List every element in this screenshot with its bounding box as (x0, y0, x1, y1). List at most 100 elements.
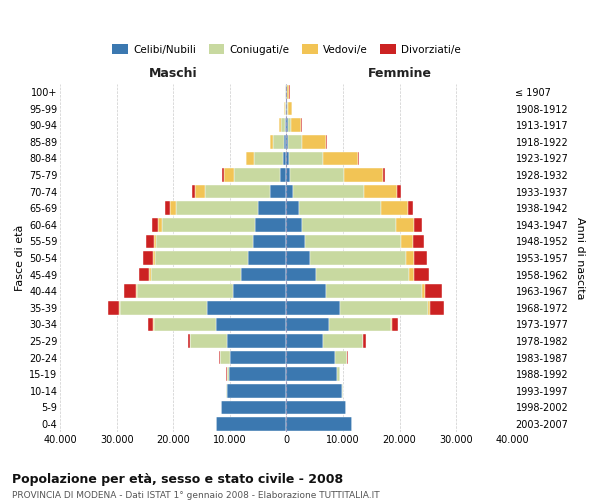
Text: Femmine: Femmine (368, 68, 431, 80)
Text: Maschi: Maschi (149, 68, 198, 80)
Bar (409, 268, 414, 281)
Bar (227, 368, 229, 381)
Bar (286, 251, 310, 265)
Bar (258, 202, 286, 215)
Bar (340, 301, 428, 314)
Bar (279, 118, 281, 132)
Bar (286, 284, 326, 298)
Bar (302, 218, 395, 232)
Bar (335, 350, 347, 364)
Bar (166, 202, 170, 215)
Bar (224, 168, 235, 182)
Bar (287, 102, 288, 116)
Y-axis label: Anni di nascita: Anni di nascita (575, 216, 585, 299)
Bar (170, 202, 176, 215)
Bar (235, 168, 280, 182)
Bar (326, 284, 422, 298)
Bar (229, 368, 286, 381)
Bar (430, 301, 444, 314)
Bar (381, 202, 408, 215)
Text: Popolazione per età, sesso e stato civile - 2008: Popolazione per età, sesso e stato civil… (12, 472, 343, 486)
Bar (287, 118, 291, 132)
Bar (230, 350, 286, 364)
Bar (286, 417, 352, 430)
Bar (286, 135, 288, 148)
Bar (216, 318, 286, 331)
Bar (392, 318, 398, 331)
Bar (286, 368, 337, 381)
Bar (119, 301, 208, 314)
Bar (137, 284, 233, 298)
Bar (283, 152, 286, 165)
Bar (286, 318, 329, 331)
Bar (342, 384, 343, 398)
Bar (305, 234, 401, 248)
Y-axis label: Fasce di età: Fasce di età (15, 225, 25, 291)
Bar (347, 350, 348, 364)
Bar (364, 185, 397, 198)
Legend: Celibi/Nubili, Coniugati/e, Vedovi/e, Divorziati/e: Celibi/Nubili, Coniugati/e, Vedovi/e, Di… (108, 40, 465, 58)
Bar (220, 350, 230, 364)
Bar (188, 334, 190, 347)
Bar (329, 318, 391, 331)
Bar (310, 251, 406, 265)
Bar (286, 152, 289, 165)
Bar (270, 135, 274, 148)
Bar (248, 251, 286, 265)
Bar (241, 268, 286, 281)
Bar (192, 185, 196, 198)
Bar (216, 417, 286, 430)
Bar (223, 168, 224, 182)
Bar (391, 318, 392, 331)
Bar (162, 218, 256, 232)
Bar (226, 384, 227, 398)
Bar (158, 218, 162, 232)
Bar (284, 118, 286, 132)
Bar (205, 185, 269, 198)
Bar (143, 251, 153, 265)
Bar (302, 135, 326, 148)
Bar (401, 234, 413, 248)
Bar (109, 301, 119, 314)
Bar (155, 251, 248, 265)
Bar (227, 384, 286, 398)
Bar (227, 334, 286, 347)
Bar (256, 218, 286, 232)
Bar (286, 218, 302, 232)
Bar (299, 202, 381, 215)
Bar (284, 135, 286, 148)
Bar (196, 185, 205, 198)
Bar (397, 185, 401, 198)
Bar (337, 368, 340, 381)
Bar (408, 202, 413, 215)
Bar (413, 234, 424, 248)
Bar (288, 135, 302, 148)
Bar (323, 334, 363, 347)
Bar (287, 85, 289, 99)
Bar (414, 251, 427, 265)
Bar (358, 152, 359, 165)
Bar (233, 284, 286, 298)
Bar (290, 168, 344, 182)
Bar (286, 400, 346, 414)
Bar (286, 185, 293, 198)
Bar (286, 384, 342, 398)
Bar (284, 102, 286, 116)
Bar (190, 334, 227, 347)
Bar (269, 185, 286, 198)
Bar (422, 284, 425, 298)
Bar (154, 318, 216, 331)
Bar (286, 168, 290, 182)
Bar (286, 268, 316, 281)
Bar (136, 284, 137, 298)
Bar (286, 202, 299, 215)
Bar (149, 268, 151, 281)
Bar (286, 301, 340, 314)
Bar (146, 234, 154, 248)
Bar (286, 118, 287, 132)
Bar (414, 218, 422, 232)
Bar (425, 284, 442, 298)
Bar (291, 118, 301, 132)
Bar (274, 135, 284, 148)
Bar (316, 268, 409, 281)
